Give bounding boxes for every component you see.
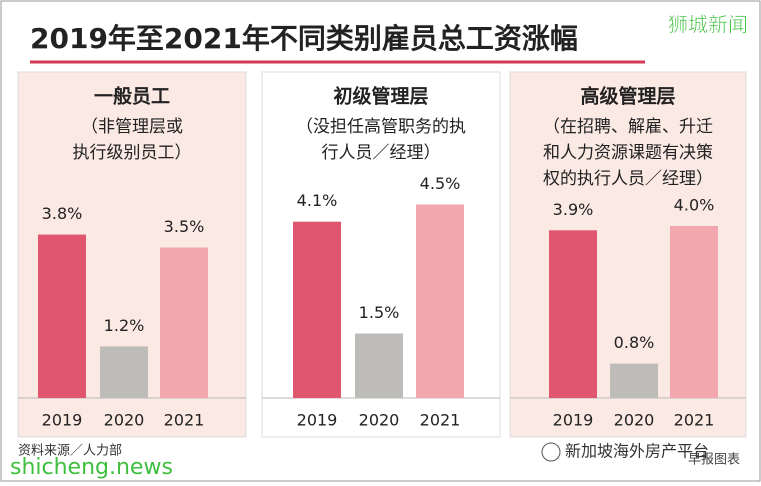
panel-subtitle: 行人员／经理） [322,143,441,163]
value-label: 1.2% [104,316,145,335]
x-tick-label: 2021 [164,411,205,430]
x-tick-label: 2019 [42,411,83,430]
panel-subtitle: 和人力资源课题有决策 [543,143,713,163]
bar [670,226,718,398]
bar [355,333,403,398]
panel-title: 一般员工 [94,85,170,108]
source: 资料来源／人力部 [18,444,122,459]
panel-subtitle: （没担任高管职务的执 [296,117,466,137]
title: 2019年至2021年不同类别雇员总工资涨幅 [30,22,578,55]
value-label: 3.5% [164,217,205,236]
value-label: 4.1% [297,191,338,210]
value-label: 0.8% [614,333,655,352]
panel-subtitle: （在招聘、解雇、升迁 [543,117,713,137]
bar [293,221,341,398]
x-tick-label: 2020 [104,411,145,430]
panel-title: 初级管理层 [333,85,428,108]
x-tick-label: 2021 [420,411,461,430]
value-label: 4.0% [674,196,715,215]
watermark: 狮城新闻 [668,13,748,37]
panel-subtitle: （非管理层或 [81,117,183,137]
panel-subtitle: 权的执行人员／经理） [543,169,713,189]
watermark: 新加坡海外房产平台 [565,442,709,461]
x-tick-label: 2019 [553,411,594,430]
x-tick-label: 2019 [297,411,338,430]
panel-title: 高级管理层 [580,85,675,108]
bar [38,234,86,398]
credit: 早报图表 [688,453,740,468]
x-tick-label: 2020 [359,411,400,430]
x-tick-label: 2021 [674,411,715,430]
bar [416,204,464,398]
watermark: shicheng.news [10,455,173,480]
panel-subtitle: 执行级别员工） [73,143,192,163]
bar [100,346,148,398]
bar [160,247,208,398]
wechat-icon [541,442,561,462]
value-label: 3.9% [553,200,594,219]
value-label: 3.8% [42,204,83,223]
value-label: 1.5% [359,303,400,322]
x-tick-label: 2020 [614,411,655,430]
value-label: 4.5% [420,174,461,193]
bar [610,363,658,398]
bar [549,230,597,398]
